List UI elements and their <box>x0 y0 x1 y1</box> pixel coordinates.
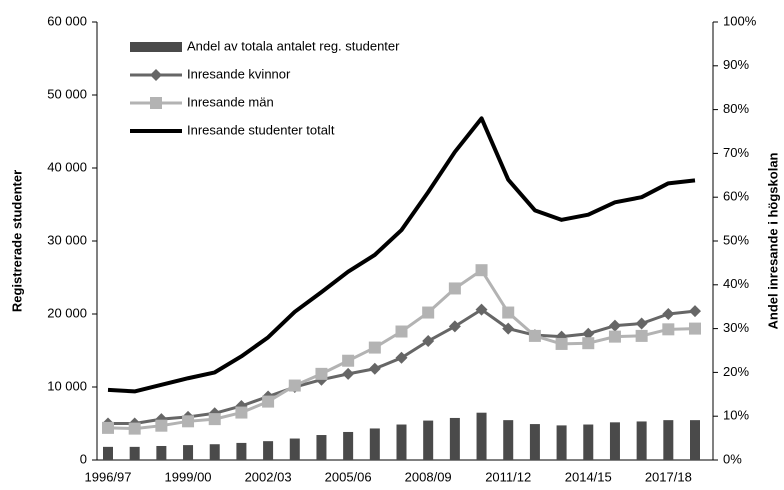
bar <box>209 444 220 460</box>
marker <box>128 422 141 435</box>
marker <box>422 306 435 319</box>
bar <box>289 438 300 460</box>
bar <box>636 421 647 460</box>
marker <box>475 264 488 277</box>
x-tick-label: 2017/18 <box>645 469 692 484</box>
marker <box>608 319 621 332</box>
bar <box>423 420 434 460</box>
y2-tick-label: 70% <box>723 145 749 160</box>
bar <box>663 420 674 460</box>
y2-tick-label: 40% <box>723 276 749 291</box>
x-tick-label: 2011/12 <box>485 469 531 484</box>
marker <box>342 367 355 380</box>
x-tick-label: 2005/06 <box>325 469 372 484</box>
y2-tick-label: 0% <box>723 451 742 466</box>
marker <box>288 379 301 392</box>
marker <box>342 354 355 367</box>
marker <box>582 327 595 340</box>
legend-swatch <box>130 42 182 52</box>
bar <box>156 445 167 460</box>
marker <box>635 317 648 330</box>
marker <box>182 415 195 428</box>
bar <box>396 424 407 460</box>
legend-label: Andel av totala antalet reg. studenter <box>187 38 400 53</box>
legend-marker <box>150 69 162 81</box>
marker <box>262 395 275 408</box>
marker <box>395 325 408 338</box>
y2-tick-label: 90% <box>723 57 749 72</box>
y-tick-label: 0 <box>80 451 87 466</box>
marker <box>475 303 488 316</box>
y-tick-label: 40 000 <box>47 159 87 174</box>
marker <box>502 306 515 319</box>
marker <box>368 341 381 354</box>
x-tick-label: 2008/09 <box>405 469 452 484</box>
marker <box>528 329 541 342</box>
bar <box>343 431 354 460</box>
bar <box>369 428 380 460</box>
y-tick-label: 30 000 <box>47 232 87 247</box>
marker <box>235 406 248 419</box>
marker <box>395 351 408 364</box>
y2-axis-title: Andel inresande i högskolan <box>765 152 780 329</box>
y2-tick-label: 50% <box>723 232 749 247</box>
y-tick-label: 50 000 <box>47 86 87 101</box>
marker <box>502 322 515 335</box>
y2-tick-label: 20% <box>723 364 749 379</box>
x-tick-label: 1996/97 <box>85 469 132 484</box>
x-tick-label: 2002/03 <box>245 469 292 484</box>
bar <box>609 422 620 460</box>
legend-label: Inresande kvinnor <box>187 66 291 81</box>
bar <box>476 412 487 460</box>
marker <box>368 362 381 375</box>
bar <box>449 417 460 460</box>
bar <box>556 425 567 460</box>
y-tick-label: 20 000 <box>47 305 87 320</box>
x-tick-label: 2014/15 <box>565 469 612 484</box>
bar <box>129 446 140 460</box>
y2-tick-label: 30% <box>723 320 749 335</box>
line <box>107 116 696 394</box>
x-tick-label: 1999/00 <box>165 469 212 484</box>
marker <box>689 322 701 335</box>
marker <box>448 282 461 295</box>
bar <box>183 445 194 460</box>
marker <box>315 367 328 380</box>
marker <box>662 308 675 320</box>
bar <box>103 446 113 460</box>
marker <box>208 413 221 426</box>
legend-label: Inresande studenter totalt <box>187 122 335 137</box>
y2-tick-label: 80% <box>723 101 749 116</box>
bar <box>316 435 327 460</box>
bar <box>690 420 700 460</box>
y2-tick-label: 100% <box>723 13 757 28</box>
y2-tick-label: 60% <box>723 189 749 204</box>
bar <box>236 442 247 460</box>
marker <box>422 335 435 348</box>
marker <box>662 323 675 336</box>
bar <box>503 420 514 460</box>
marker <box>448 320 461 333</box>
marker <box>689 305 701 318</box>
marker <box>608 330 621 343</box>
y2-tick-label: 10% <box>723 408 749 423</box>
marker <box>155 419 168 432</box>
legend-label: Inresande män <box>187 94 274 109</box>
bar <box>263 441 274 460</box>
y-tick-label: 10 000 <box>47 378 87 393</box>
legend-marker <box>150 97 162 109</box>
marker <box>555 337 568 350</box>
marker <box>102 421 114 434</box>
bar <box>529 424 540 460</box>
bar <box>583 424 594 460</box>
line <box>107 268 696 431</box>
marker <box>582 337 595 350</box>
y-tick-label: 60 000 <box>47 13 87 28</box>
marker <box>635 329 648 342</box>
y-axis-title: Registrerade studenter <box>9 170 24 312</box>
